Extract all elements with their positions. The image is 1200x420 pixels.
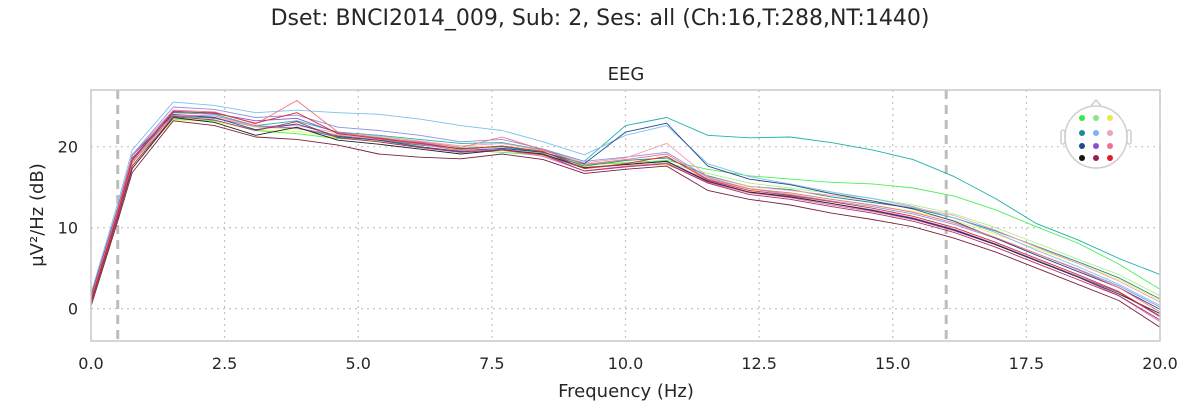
y-tick-label: 10	[58, 219, 78, 238]
x-tick-label: 2.5	[212, 354, 237, 373]
axes-frame	[90, 89, 1161, 342]
x-tick-label: 0.0	[78, 354, 103, 373]
y-tick-label: 20	[58, 138, 78, 157]
sensor-dot	[1093, 143, 1099, 149]
x-tick-label: 7.5	[479, 354, 504, 373]
psd-trace-1	[90, 112, 1161, 297]
sensor-dot	[1093, 130, 1099, 136]
x-axis-label: Frequency (Hz)	[558, 381, 694, 402]
psd-traces	[90, 100, 1161, 328]
psd-trace-15	[90, 111, 1161, 317]
x-tick-label: 17.5	[1009, 354, 1045, 373]
psd-trace-6	[90, 101, 1161, 306]
x-tick-label: 10.0	[608, 354, 644, 373]
sensor-dot	[1093, 115, 1099, 121]
x-tick-label: 15.0	[875, 354, 911, 373]
sensor-dot	[1079, 155, 1085, 161]
sensor-dot	[1107, 115, 1113, 121]
psd-trace-10	[90, 110, 1161, 318]
y-axis-ticks: 0 10 20	[58, 138, 78, 319]
x-tick-label: 12.5	[741, 354, 777, 373]
y-axis-label: µV²/Hz (dB)	[27, 163, 48, 267]
sensor-dot	[1107, 143, 1113, 149]
sensor-dots	[1079, 115, 1113, 161]
sensor-layout-inset	[1060, 98, 1132, 169]
grid	[90, 90, 1161, 341]
sensor-dot	[1079, 130, 1085, 136]
sensor-dot	[1079, 143, 1085, 149]
figure-suptitle: Dset: BNCI2014_009, Sub: 2, Ses: all (Ch…	[271, 6, 930, 31]
right-ear	[1126, 129, 1132, 145]
sensor-dot	[1107, 155, 1113, 161]
nose-marker	[1089, 98, 1103, 108]
x-tick-label: 20.0	[1142, 354, 1178, 373]
sensor-dot	[1093, 155, 1099, 161]
psd-trace-7	[90, 106, 1161, 308]
psd-trace-16	[90, 120, 1161, 328]
psd-trace-11	[90, 114, 1161, 322]
axes-title: EEG	[608, 64, 645, 85]
x-tick-label: 5.0	[346, 354, 371, 373]
left-ear	[1060, 129, 1066, 145]
sensor-dot	[1079, 115, 1085, 121]
y-tick-label: 0	[68, 300, 78, 319]
sensor-dot	[1107, 130, 1113, 136]
psd-trace-14	[90, 116, 1161, 321]
x-axis-ticks: 0.0 2.5 5.0 7.5 10.0 12.5 15.0 17.5 20.0	[78, 354, 1178, 373]
psd-trace-8	[90, 114, 1161, 303]
